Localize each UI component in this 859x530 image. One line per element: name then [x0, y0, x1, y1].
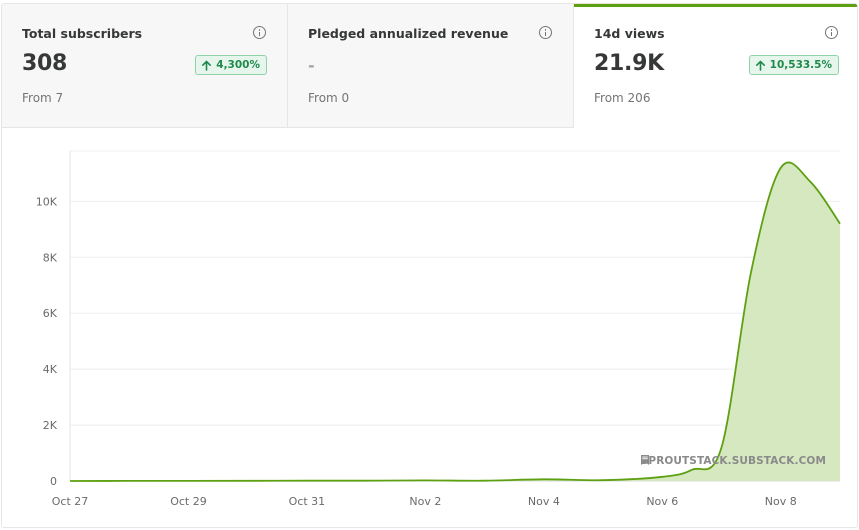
x-tick-label: Nov 4: [528, 495, 560, 508]
watermark: SPROUTSTACK.SUBSTACK.COM: [640, 455, 826, 467]
arrow-up-icon: [202, 60, 212, 71]
card-value: -: [308, 56, 315, 75]
x-tick-label: Oct 27: [52, 495, 89, 508]
arrow-up-icon: [755, 60, 765, 71]
views-chart: 0 2K 4K 6K 8K 10K Oct 27 Oct 29 Oct 31 Nov 2 Nov 4…: [2, 129, 857, 527]
card-from: From 7: [22, 91, 64, 105]
growth-badge: 10,533.5%: [748, 55, 839, 75]
info-icon[interactable]: [539, 26, 552, 39]
info-icon[interactable]: [253, 26, 266, 39]
x-tick-label: Nov 8: [765, 495, 797, 508]
growth-badge: 4,300%: [195, 55, 267, 75]
x-tick-label: Nov 6: [646, 495, 678, 508]
y-tick-label: 6K: [43, 307, 58, 320]
stats-panel: Total subscribers 308 4,300% From 7 Pled…: [1, 3, 858, 528]
y-tick-label: 2K: [43, 419, 58, 432]
x-tick-label: Oct 31: [289, 495, 326, 508]
growth-badge-label: 4,300%: [216, 59, 260, 71]
views-chart-svg: 0 2K 4K 6K 8K 10K Oct 27 Oct 29 Oct 31 Nov 2 Nov 4…: [36, 150, 841, 508]
card-title: 14d views: [594, 26, 665, 41]
card-total-subscribers[interactable]: Total subscribers 308 4,300% From 7: [2, 4, 288, 128]
stat-cards: Total subscribers 308 4,300% From 7 Pled…: [2, 4, 857, 128]
info-icon[interactable]: [825, 26, 838, 39]
x-tick-label: Oct 29: [170, 495, 207, 508]
card-14d-views[interactable]: 14d views 21.9K 10,533.5% From 206: [574, 4, 857, 128]
y-tick-label: 10K: [36, 195, 58, 208]
card-value: 21.9K: [594, 51, 664, 76]
card-title: Pledged annualized revenue: [308, 26, 509, 41]
y-tick-label: 8K: [43, 251, 58, 264]
views-line: [69, 161, 841, 482]
bookmark-icon: [640, 455, 649, 465]
card-title: Total subscribers: [22, 26, 143, 41]
card-from: From 0: [308, 91, 350, 105]
y-tick-label: 4K: [43, 363, 58, 376]
card-from: From 206: [594, 91, 651, 105]
card-value: 308: [22, 51, 68, 76]
growth-badge-label: 10,533.5%: [769, 59, 832, 71]
views-area: [70, 162, 840, 481]
card-pledged-revenue[interactable]: Pledged annualized revenue - From 0: [288, 4, 574, 128]
watermark-label: SPROUTSTACK.SUBSTACK.COM: [640, 455, 826, 467]
x-tick-label: Nov 2: [409, 495, 441, 508]
y-tick-label: 0: [50, 475, 57, 488]
